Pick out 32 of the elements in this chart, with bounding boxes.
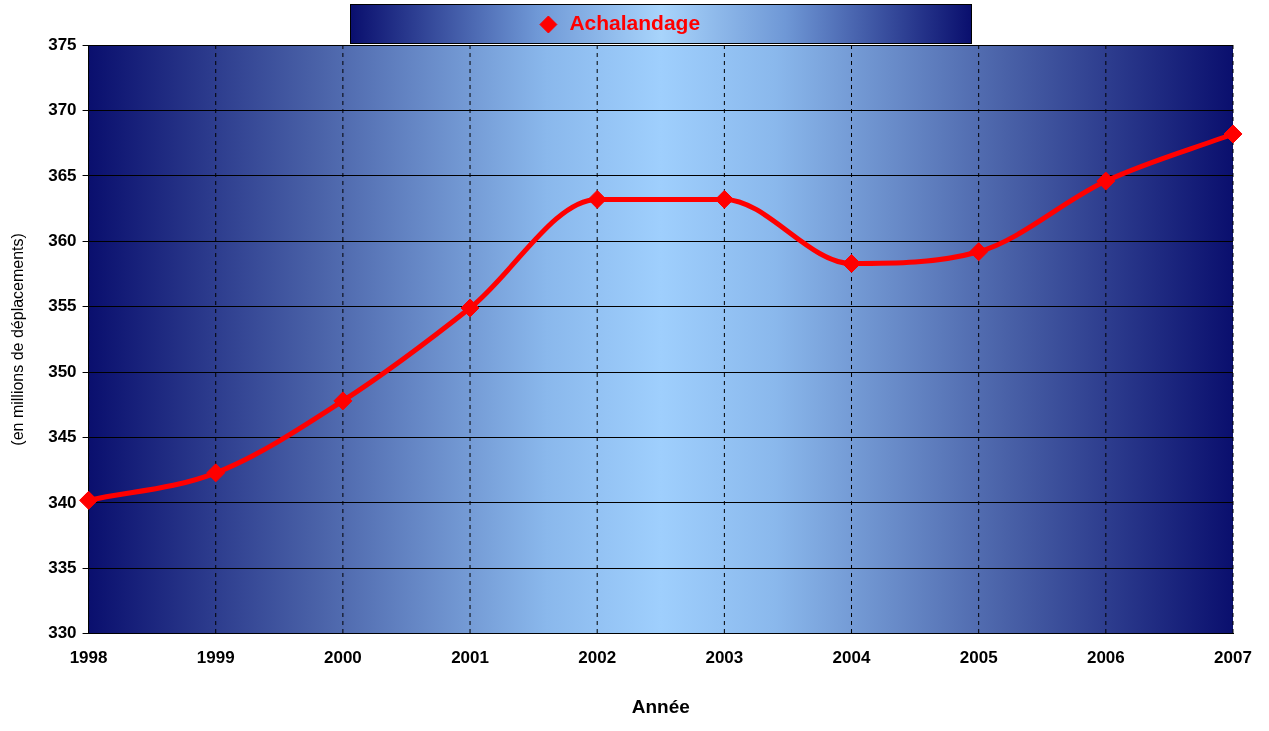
point [460, 298, 480, 318]
point [1223, 124, 1243, 144]
x-tick-label: 2003 [705, 647, 744, 667]
y-tick-label: 370 [48, 100, 77, 120]
legend-label: Achalandage [569, 11, 701, 35]
point [333, 391, 353, 411]
x-tick-label: 2004 [832, 647, 871, 667]
y-tick-label: 365 [48, 165, 77, 185]
x-tick-label: 1998 [69, 647, 108, 667]
point [587, 189, 607, 209]
y-tick-label: 355 [48, 296, 77, 316]
point [1096, 171, 1116, 191]
x-tick-label: 2002 [578, 647, 617, 667]
y-axis-title: (en millions de déplacements) [9, 233, 27, 446]
y-tick-label: 340 [48, 492, 77, 512]
x-tick-label: 2006 [1086, 647, 1125, 667]
x-tick-label: 2005 [959, 647, 998, 667]
y-tick-label: 350 [48, 361, 77, 381]
x-tick-label: 2007 [1214, 647, 1252, 667]
y-tick-label: 335 [48, 558, 77, 578]
x-axis-title: Année [631, 695, 690, 717]
y-tick-label: 345 [48, 427, 77, 447]
x-tick-label: 1999 [196, 647, 235, 667]
x-tick-label: 2001 [451, 647, 489, 667]
y-tick-label: 375 [48, 34, 77, 54]
y-tick-label: 360 [48, 230, 77, 250]
y-tick-label: 330 [48, 623, 77, 643]
point [969, 242, 989, 262]
x-tick-label: 2000 [323, 647, 362, 667]
point [714, 189, 734, 209]
point [206, 463, 226, 483]
point [79, 490, 99, 510]
